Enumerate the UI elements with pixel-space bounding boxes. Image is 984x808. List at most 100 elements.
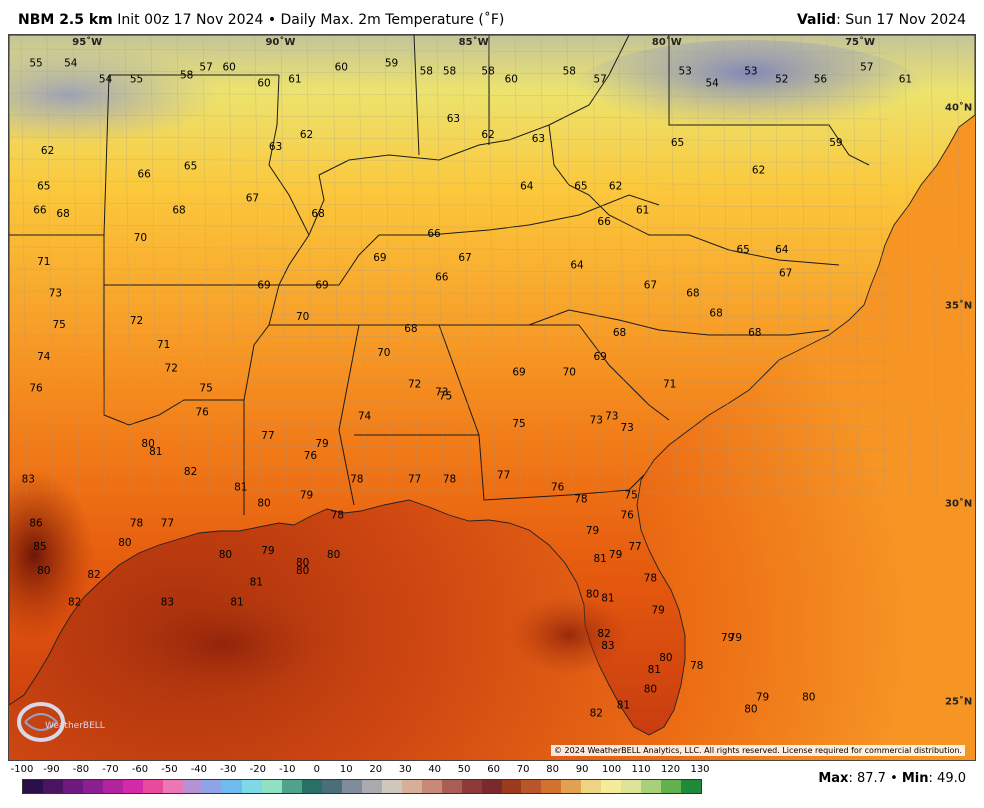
colorbar-swatch — [42, 780, 63, 793]
station-temperature-value: 80 — [586, 589, 599, 601]
colorbar-swatch — [242, 780, 263, 793]
colorbar-swatch — [501, 780, 522, 793]
station-temperature-value: 80 — [744, 704, 757, 716]
station-temperature-value: 54 — [64, 58, 78, 70]
valid-label: Valid — [796, 12, 837, 28]
station-temperature-value: 54 — [706, 78, 720, 90]
station-temperature-value: 58 — [563, 66, 576, 78]
station-temperature-value: 68 — [709, 307, 722, 319]
colorbar-swatch — [62, 780, 83, 793]
station-temperature-value: 80 — [644, 684, 657, 696]
colorbar-swatch — [182, 780, 203, 793]
station-temperature-value: 73 — [49, 288, 62, 300]
station-temperature-value: 60 — [505, 74, 518, 86]
land-field — [9, 35, 975, 736]
station-temperature-value: 67 — [246, 192, 259, 204]
colorbar-swatch — [461, 780, 482, 793]
station-temperature-value: 73 — [435, 387, 448, 399]
station-temperature-value: 79 — [652, 604, 665, 616]
station-temperature-value: 65 — [671, 137, 684, 149]
colorbar-tick-label: 40 — [428, 764, 442, 775]
hot-area-eastern-gulf — [509, 595, 629, 675]
station-temperature-value: 65 — [184, 161, 197, 173]
cold-area-northeast — [569, 40, 929, 150]
station-temperature-value: 60 — [223, 62, 236, 74]
station-temperature-value: 58 — [180, 70, 193, 82]
colorbar-tick-label: 70 — [516, 764, 530, 775]
station-temperature-value: 78 — [130, 517, 143, 529]
max-label: Max — [818, 771, 849, 786]
colorbar-tick-label: 60 — [487, 764, 501, 775]
station-temperature-value: 62 — [481, 129, 494, 141]
station-temperature-value: 69 — [373, 252, 386, 264]
colorbar-tick-label: 0 — [313, 764, 320, 775]
station-temperature-value: 55 — [130, 74, 143, 86]
station-temperature-value: 66 — [33, 204, 47, 216]
station-temperature-value: 68 — [404, 323, 417, 335]
station-temperature-value: 62 — [300, 129, 313, 141]
station-temperature-value: 71 — [157, 339, 170, 351]
station-temperature-value: 73 — [621, 422, 634, 434]
station-temperature-value: 62 — [609, 181, 622, 193]
colorbar-swatch — [441, 780, 462, 793]
colorbar-tick-label: 30 — [398, 764, 412, 775]
station-temperature-value: 71 — [663, 379, 676, 391]
latitude-label: 30˚N — [945, 497, 972, 509]
colorbar-swatch — [581, 780, 602, 793]
max-value: : 87.7 — [848, 771, 886, 786]
colorbar-swatch — [282, 780, 303, 793]
colorbar-tick-label: 10 — [339, 764, 353, 775]
init-time: Init 00z 17 Nov 2024 — [117, 12, 264, 28]
min-value: : 49.0 — [928, 771, 966, 786]
station-temperature-value: 86 — [29, 517, 43, 529]
station-temperature-value: 80 — [296, 565, 309, 577]
station-temperature-value: 79 — [756, 692, 769, 704]
colorbar-swatch — [202, 780, 223, 793]
station-temperature-value: 74 — [358, 410, 372, 422]
station-temperature-value: 80 — [141, 438, 154, 450]
colorbar-swatch — [122, 780, 143, 793]
station-temperature-value: 83 — [161, 597, 174, 609]
station-temperature-value: 68 — [56, 208, 69, 220]
station-temperature-value: 66 — [597, 216, 611, 228]
colorbar-tick-label: 80 — [546, 764, 559, 775]
colorbar-swatch — [421, 780, 442, 793]
max-min-stats: Max: 87.7 • Min: 49.0 — [818, 771, 966, 786]
station-temperature-value: 78 — [350, 474, 363, 486]
longitude-label: 80˚W — [652, 36, 682, 48]
station-temperature-value: 61 — [636, 204, 649, 216]
station-temperature-value: 68 — [686, 288, 699, 300]
station-temperature-value: 80 — [219, 549, 232, 561]
colorbar-swatch — [361, 780, 382, 793]
station-temperature-value: 83 — [601, 640, 614, 652]
station-temperature-value: 79 — [300, 490, 313, 502]
station-temperature-value: 80 — [659, 652, 672, 664]
station-temperature-value: 77 — [408, 474, 421, 486]
station-temperature-value: 75 — [439, 391, 452, 403]
station-temperature-value: 67 — [779, 268, 792, 280]
colorbar-swatch — [641, 780, 661, 793]
colorbar-legend: -100 -90 -80 -70 -60 -50 -40 -30 -20 -10 0 10 20 30 40… — [8, 764, 710, 808]
station-temperature-value: 82 — [87, 569, 100, 581]
station-temperature-value: 68 — [172, 204, 185, 216]
valid-value: : Sun 17 Nov 2024 — [836, 12, 966, 28]
latitude-label: 35˚N — [945, 299, 972, 311]
hot-area-texas — [9, 470, 94, 640]
temperature-map[interactable]: 95˚W 90˚W 85˚W 80˚W 75˚W 40˚N 35˚N 30˚N 25˚N 55… — [8, 34, 976, 761]
colorbar-swatch — [142, 780, 163, 793]
colorbar-scale — [22, 779, 702, 794]
station-temperature-value: 76 — [29, 383, 43, 395]
station-temperature-value: 81 — [594, 553, 607, 565]
station-temperature-value: 65 — [37, 181, 50, 193]
header-title: NBM 2.5 km Init 00z 17 Nov 2024 • Daily … — [18, 12, 504, 28]
colorbar-tick-label: 120 — [660, 764, 681, 775]
station-temperature-value: 72 — [165, 363, 178, 375]
station-temperature-value: 68 — [311, 208, 324, 220]
station-temperature-value: 75 — [624, 490, 637, 502]
station-temperature-value: 78 — [690, 660, 703, 672]
colorbar-tick-label: 20 — [369, 764, 383, 775]
station-temperature-value: 64 — [775, 244, 789, 256]
station-temperature-value: 67 — [644, 280, 657, 292]
colorbar-tick-label: 130 — [690, 764, 710, 775]
station-temperature-value: 78 — [443, 474, 456, 486]
